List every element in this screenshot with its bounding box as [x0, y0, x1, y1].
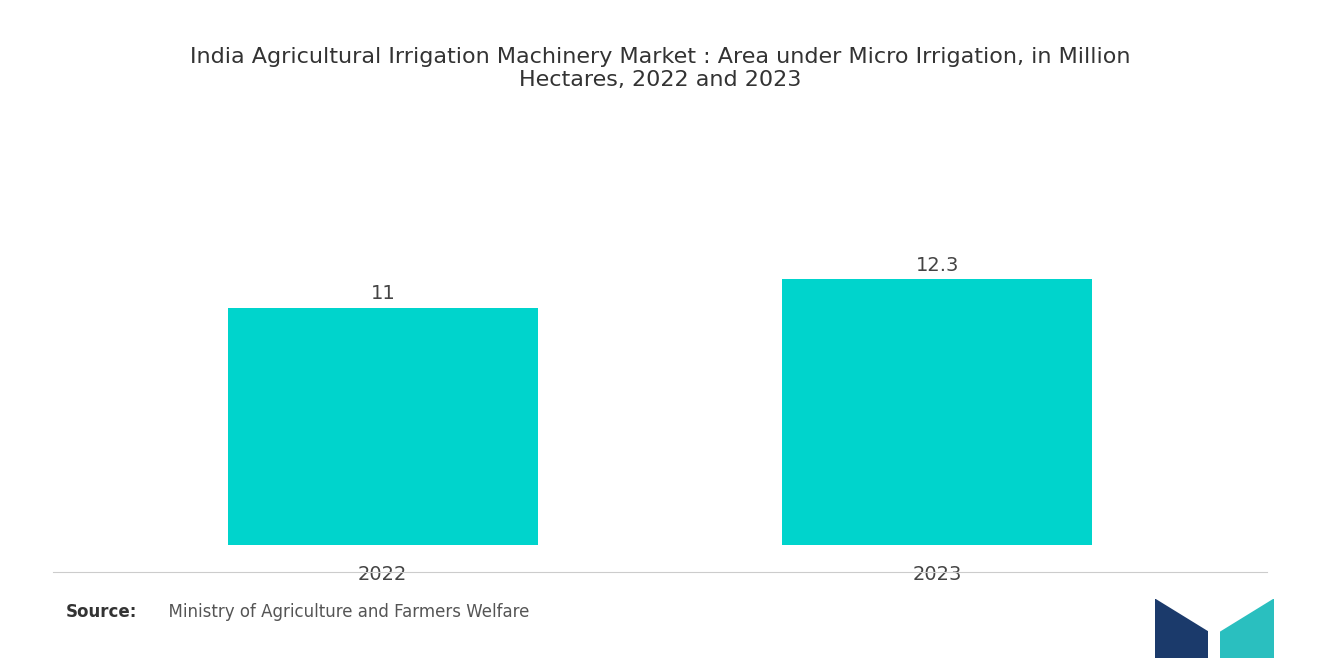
Polygon shape [1220, 598, 1274, 658]
Text: India Agricultural Irrigation Machinery Market : Area under Micro Irrigation, in: India Agricultural Irrigation Machinery … [190, 47, 1130, 90]
Bar [227, 307, 539, 545]
Text: 11: 11 [371, 284, 395, 303]
Polygon shape [1155, 598, 1209, 658]
Text: 12.3: 12.3 [916, 256, 958, 275]
Polygon shape [1209, 598, 1220, 658]
Bar [781, 279, 1093, 545]
Text: Ministry of Agriculture and Farmers Welfare: Ministry of Agriculture and Farmers Welf… [158, 602, 529, 621]
Polygon shape [1155, 598, 1274, 635]
Text: Source:: Source: [66, 602, 137, 621]
